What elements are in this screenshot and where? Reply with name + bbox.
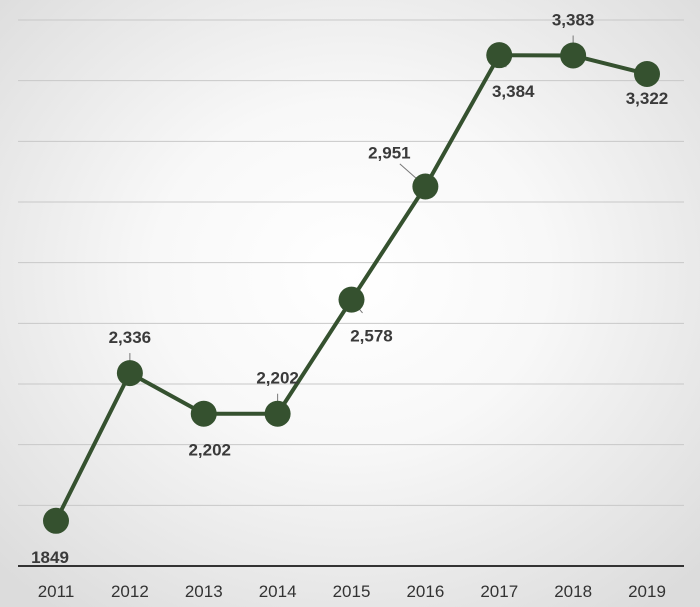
x-tick-label: 2016 xyxy=(406,582,444,601)
data-label: 3,322 xyxy=(626,89,669,108)
x-tick-label: 2012 xyxy=(111,582,149,601)
data-point-marker xyxy=(338,286,365,313)
data-label: 3,383 xyxy=(552,10,595,29)
x-tick-label: 2017 xyxy=(480,582,518,601)
data-point-marker xyxy=(560,42,587,69)
x-tick-label: 2015 xyxy=(333,582,371,601)
label-leader-line xyxy=(399,163,417,179)
data-point-marker xyxy=(190,400,217,427)
data-label: 2,578 xyxy=(350,327,393,346)
x-tick-label: 2014 xyxy=(259,582,297,601)
x-tick-label: 2011 xyxy=(38,582,75,601)
data-point-marker xyxy=(486,42,513,69)
data-label: 2,951 xyxy=(368,144,411,163)
data-labels: 1849 2,336 2,202 2,202 2,578 2,951 3,384 3,383 3… xyxy=(31,10,668,566)
data-point-marker xyxy=(412,173,439,200)
data-label: 1849 xyxy=(31,548,69,567)
x-axis: 2011 2012 2013 2014 2015 2016 2017 2018 2019 xyxy=(18,565,684,601)
x-tick-label: 2019 xyxy=(628,582,666,601)
data-point-marker xyxy=(43,507,69,534)
data-label: 3,384 xyxy=(492,82,535,101)
data-point-marker xyxy=(264,400,291,427)
x-tick-label: 2013 xyxy=(185,582,223,601)
data-label: 2,202 xyxy=(188,441,231,460)
data-point-marker xyxy=(634,60,660,87)
data-label: 2,202 xyxy=(256,369,299,388)
x-tick-label: 2018 xyxy=(554,582,592,601)
data-label: 2,336 xyxy=(109,328,152,347)
markers xyxy=(43,42,660,534)
data-point-marker xyxy=(116,360,143,387)
